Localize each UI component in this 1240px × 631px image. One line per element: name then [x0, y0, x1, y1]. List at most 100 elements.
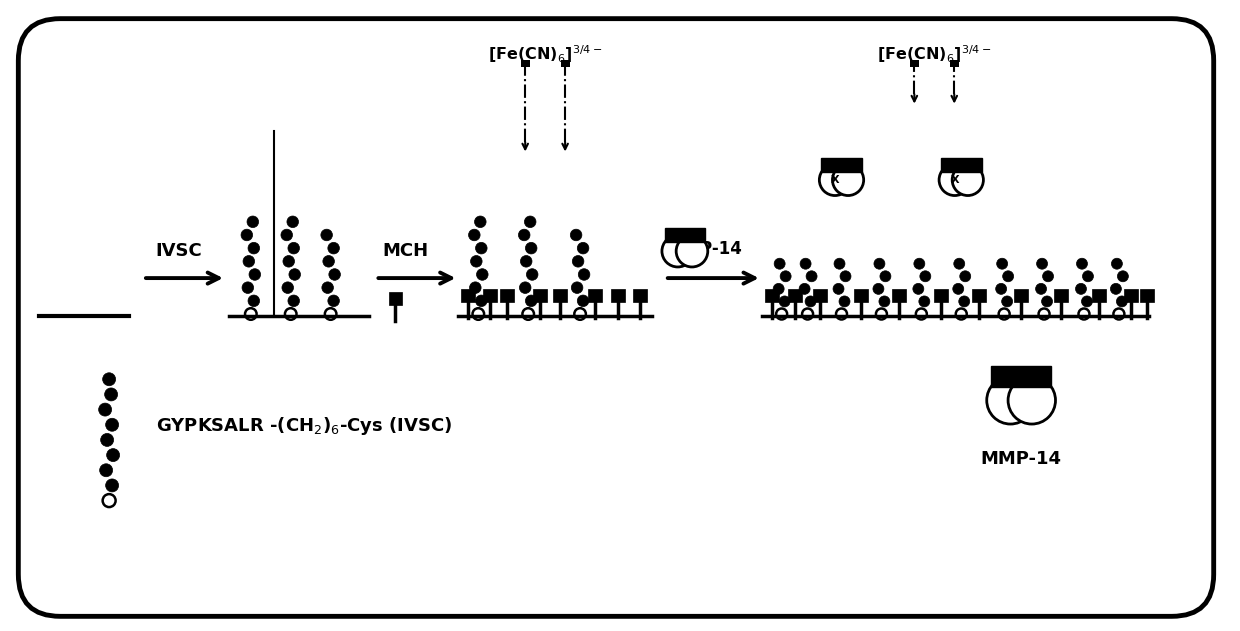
Bar [484, 289, 497, 302]
Circle shape [281, 229, 293, 241]
Circle shape [527, 269, 538, 280]
Circle shape [104, 388, 118, 401]
FancyBboxPatch shape [19, 19, 1214, 616]
Bar [632, 289, 647, 302]
Bar [972, 289, 986, 302]
Circle shape [987, 377, 1034, 424]
Circle shape [327, 295, 340, 307]
Circle shape [996, 283, 1007, 294]
Circle shape [1111, 258, 1122, 269]
Text: [Fe(CN)$_6$]$^{3/4-}$: [Fe(CN)$_6$]$^{3/4-}$ [877, 43, 992, 64]
Circle shape [470, 282, 481, 293]
Circle shape [526, 295, 537, 307]
Circle shape [959, 296, 970, 307]
Circle shape [952, 283, 963, 294]
Bar [560, 60, 569, 66]
Bar [588, 289, 603, 302]
Bar [665, 228, 704, 242]
Circle shape [281, 282, 294, 293]
Circle shape [1035, 283, 1047, 294]
Circle shape [914, 258, 925, 269]
Circle shape [835, 258, 844, 269]
Circle shape [779, 296, 790, 307]
Bar [1014, 289, 1028, 302]
Bar [533, 289, 547, 302]
Circle shape [913, 283, 924, 294]
Circle shape [799, 283, 810, 294]
Text: [Fe(CN)$_6$]$^{3/4-}$: [Fe(CN)$_6$]$^{3/4-}$ [489, 43, 603, 64]
Circle shape [475, 242, 487, 254]
Bar [765, 289, 779, 302]
Circle shape [839, 296, 849, 307]
Circle shape [997, 258, 1008, 269]
Circle shape [805, 296, 816, 307]
Bar [854, 289, 868, 302]
Circle shape [578, 295, 589, 307]
Circle shape [780, 271, 791, 282]
Circle shape [242, 282, 254, 293]
Bar [787, 289, 801, 302]
Circle shape [578, 269, 590, 280]
Bar [611, 289, 625, 302]
Circle shape [954, 258, 965, 269]
Circle shape [820, 164, 851, 196]
Circle shape [322, 282, 334, 293]
Bar [500, 289, 515, 302]
Bar [941, 158, 982, 172]
Circle shape [475, 295, 487, 307]
Circle shape [321, 229, 332, 241]
Circle shape [283, 256, 295, 267]
Circle shape [329, 269, 341, 280]
Circle shape [1116, 296, 1127, 307]
Circle shape [1002, 296, 1013, 307]
Circle shape [248, 242, 259, 254]
Bar [553, 289, 567, 302]
Circle shape [806, 271, 817, 282]
Circle shape [1042, 296, 1053, 307]
Circle shape [469, 229, 480, 241]
Circle shape [952, 164, 983, 196]
Circle shape [248, 295, 259, 307]
Circle shape [289, 269, 300, 280]
Circle shape [99, 464, 113, 477]
Circle shape [1117, 271, 1128, 282]
Circle shape [572, 282, 583, 293]
Circle shape [939, 164, 970, 196]
Circle shape [920, 271, 931, 282]
Bar [910, 60, 919, 66]
Circle shape [919, 296, 930, 307]
Circle shape [288, 242, 300, 254]
Circle shape [107, 449, 119, 462]
Circle shape [1043, 271, 1054, 282]
Bar [1140, 289, 1154, 302]
Text: MMP-14: MMP-14 [981, 450, 1061, 468]
Bar [992, 366, 1050, 387]
Circle shape [103, 373, 115, 386]
Circle shape [241, 229, 253, 241]
Circle shape [800, 258, 811, 269]
Circle shape [774, 283, 784, 294]
Circle shape [833, 283, 844, 294]
Circle shape [470, 256, 482, 267]
Circle shape [874, 258, 885, 269]
Circle shape [662, 235, 693, 267]
Circle shape [100, 433, 114, 446]
Bar [812, 289, 827, 302]
Circle shape [1008, 377, 1055, 424]
Circle shape [286, 216, 299, 228]
Circle shape [518, 229, 529, 241]
Circle shape [526, 242, 537, 254]
Circle shape [247, 216, 259, 228]
Circle shape [573, 256, 584, 267]
Circle shape [960, 271, 971, 282]
Circle shape [525, 216, 536, 228]
Circle shape [1076, 258, 1087, 269]
Circle shape [475, 216, 486, 228]
Circle shape [105, 479, 119, 492]
Circle shape [1003, 271, 1013, 282]
Circle shape [476, 269, 489, 280]
Bar [1092, 289, 1106, 302]
Circle shape [570, 229, 582, 241]
Circle shape [249, 269, 260, 280]
Circle shape [520, 282, 531, 293]
